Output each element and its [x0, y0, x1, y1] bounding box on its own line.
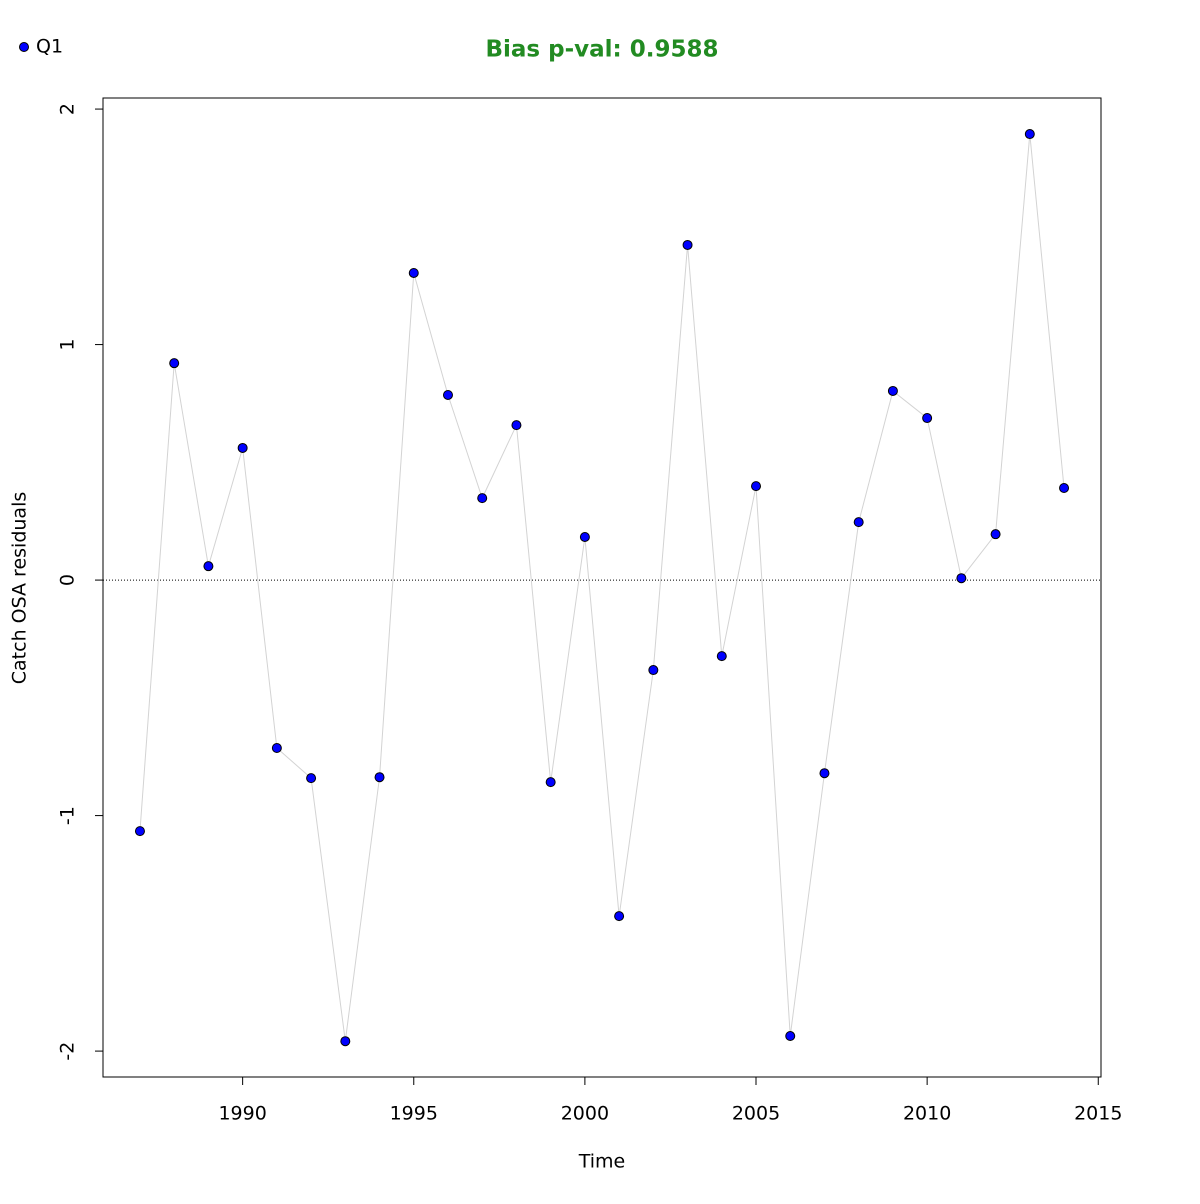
- y-tick-label: -2: [57, 1042, 79, 1061]
- data-point: [853, 517, 864, 528]
- y-tick-label: 2: [57, 103, 79, 115]
- data-point: [682, 239, 693, 250]
- data-point: [1059, 482, 1070, 493]
- data-point: [887, 385, 898, 396]
- data-point: [134, 826, 145, 837]
- y-tick-label: -1: [57, 806, 79, 825]
- x-tick-label: 1995: [390, 1103, 438, 1125]
- data-point: [237, 442, 248, 453]
- x-tick-label: 2005: [732, 1103, 780, 1125]
- data-point: [271, 742, 282, 753]
- data-point: [374, 772, 385, 783]
- data-point: [203, 561, 214, 572]
- data-point: [990, 529, 1001, 540]
- data-point: [169, 358, 180, 369]
- data-point: [785, 1031, 796, 1042]
- data-point: [614, 911, 625, 922]
- data-point: [477, 493, 488, 504]
- y-tick-label: 1: [57, 339, 79, 351]
- data-point: [922, 413, 933, 424]
- data-point: [716, 651, 727, 662]
- x-tick-label: 2015: [1074, 1103, 1122, 1125]
- data-point: [819, 768, 830, 779]
- x-axis-label: Time: [578, 1151, 626, 1173]
- data-point: [408, 267, 419, 278]
- series-line: [139, 133, 1065, 1042]
- legend-label: Q1: [36, 36, 63, 58]
- data-point: [545, 777, 556, 788]
- y-axis-label: Catch OSA residuals: [9, 492, 31, 684]
- data-point: [1024, 129, 1035, 140]
- y-tick-label: 0: [57, 574, 79, 586]
- legend-marker: [19, 42, 29, 52]
- x-tick-label: 2010: [903, 1103, 951, 1125]
- data-point: [648, 665, 659, 676]
- data-point: [511, 420, 522, 431]
- data-point: [306, 773, 317, 784]
- plot-frame: [102, 97, 1102, 1078]
- data-point: [340, 1036, 351, 1047]
- data-point: [956, 573, 967, 584]
- x-tick-label: 1990: [218, 1103, 266, 1125]
- data-point: [579, 531, 590, 542]
- x-tick-label: 2000: [561, 1103, 609, 1125]
- data-point: [442, 389, 453, 400]
- chart-title: Bias p-val: 0.9588: [486, 37, 719, 63]
- data-point: [751, 481, 762, 492]
